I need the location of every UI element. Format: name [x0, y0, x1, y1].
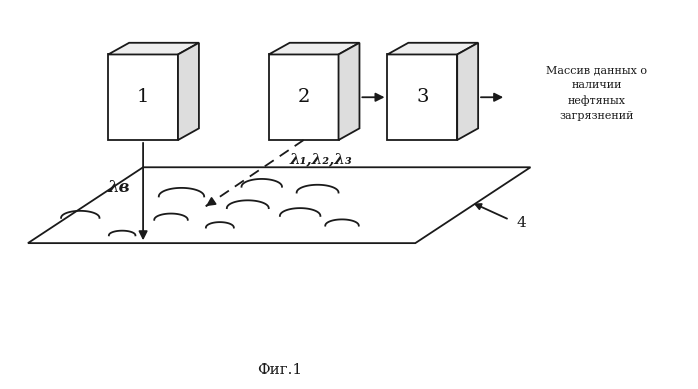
Polygon shape — [339, 43, 359, 140]
Polygon shape — [108, 43, 199, 54]
Polygon shape — [178, 43, 199, 140]
Text: Фиг.1: Фиг.1 — [257, 363, 302, 377]
Text: λв: λв — [108, 179, 131, 196]
Polygon shape — [269, 54, 339, 140]
Polygon shape — [108, 54, 178, 140]
Text: 3: 3 — [416, 88, 429, 106]
Text: 1: 1 — [137, 88, 149, 106]
Polygon shape — [387, 54, 457, 140]
Polygon shape — [28, 167, 530, 243]
Text: λ₁,λ₂,λ₃: λ₁,λ₂,λ₃ — [290, 152, 352, 166]
Polygon shape — [457, 43, 478, 140]
Polygon shape — [269, 43, 359, 54]
Text: Массив данных о
наличии
нефтяных
загрязнений: Массив данных о наличии нефтяных загрязн… — [547, 65, 647, 121]
Text: 4: 4 — [517, 216, 526, 230]
Text: 2: 2 — [297, 88, 310, 106]
Polygon shape — [387, 43, 478, 54]
